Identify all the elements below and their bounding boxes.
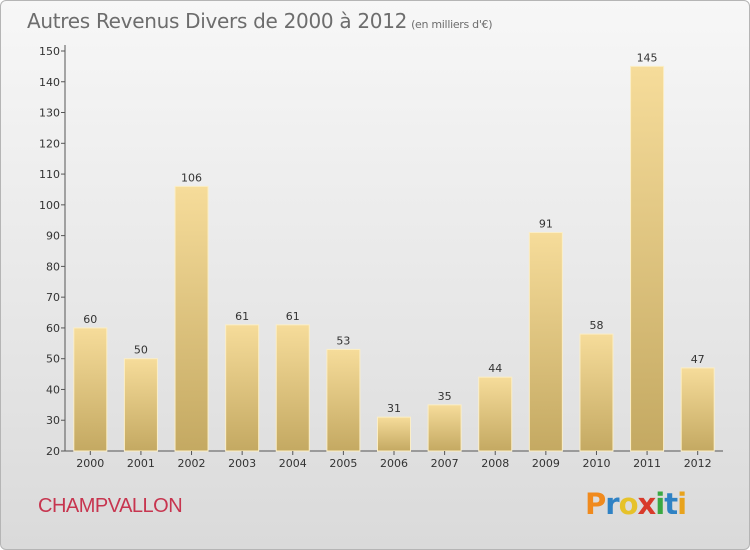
x-tick-label: 2009	[532, 457, 560, 470]
bar-value-label: 35	[438, 390, 452, 403]
proxiti-logo: Proxiti	[585, 487, 687, 521]
x-tick-label: 2011	[633, 457, 661, 470]
x-tick-label: 2010	[582, 457, 610, 470]
bar-value-label: 60	[83, 313, 97, 326]
logo-letter: i	[655, 487, 665, 521]
bar-value-label: 91	[539, 218, 553, 231]
bar-value-label: 31	[387, 402, 401, 415]
commune-name: CHAMPVALLON	[38, 495, 183, 517]
logo-letter: x	[637, 487, 657, 521]
x-tick-label: 2000	[76, 457, 104, 470]
bar	[174, 185, 209, 452]
bar	[630, 65, 665, 452]
y-tick-label: 80	[46, 260, 60, 273]
bar-value-label: 145	[637, 51, 658, 64]
y-tick-label: 20	[46, 445, 60, 458]
x-tick-label: 2008	[481, 457, 509, 470]
chart-title: Autres Revenus Divers de 2000 à 2012 (en …	[27, 9, 493, 33]
logo-letter: o	[618, 487, 639, 521]
bar	[427, 404, 462, 452]
bar	[275, 324, 310, 452]
x-tick-label: 2007	[431, 457, 459, 470]
bar	[225, 324, 260, 452]
logo-letter: P	[585, 487, 606, 521]
bar	[73, 327, 108, 452]
bar	[326, 348, 361, 452]
y-tick-label: 50	[46, 353, 60, 366]
bar	[579, 333, 614, 452]
bar-value-label: 106	[181, 171, 202, 184]
y-tick-label: 100	[39, 199, 60, 212]
x-tick-label: 2002	[178, 457, 206, 470]
bar-value-label: 47	[691, 353, 705, 366]
y-tick-label: 130	[39, 107, 60, 120]
bar	[123, 358, 158, 452]
y-tick-label: 30	[46, 414, 60, 427]
chart-title-text: Autres Revenus Divers de 2000 à 2012	[27, 9, 408, 33]
x-tick-label: 2003	[228, 457, 256, 470]
x-tick-label: 2012	[684, 457, 712, 470]
bar	[680, 367, 715, 452]
bar-value-label: 44	[488, 362, 502, 375]
y-tick-label: 40	[46, 383, 60, 396]
y-tick-label: 140	[39, 76, 60, 89]
bar-value-label: 50	[134, 344, 148, 357]
logo-letter: r	[605, 487, 619, 521]
bar	[478, 376, 513, 452]
y-tick-label: 60	[46, 322, 60, 335]
bar-value-label: 61	[235, 310, 249, 323]
bar	[377, 416, 411, 452]
chart-subtitle: (en milliers d'€)	[411, 18, 493, 31]
logo-letter: i	[677, 487, 687, 521]
bar-value-label: 58	[589, 319, 603, 332]
x-tick-label: 2006	[380, 457, 408, 470]
bar-value-label: 61	[286, 310, 300, 323]
x-tick-label: 2004	[279, 457, 307, 470]
y-tick-label: 120	[39, 137, 60, 150]
logo-letter: t	[664, 487, 678, 521]
y-tick-label: 70	[46, 291, 60, 304]
y-tick-label: 110	[39, 168, 60, 181]
y-tick-label: 150	[39, 45, 60, 58]
x-tick-label: 2001	[127, 457, 155, 470]
x-tick-label: 2005	[329, 457, 357, 470]
bar	[528, 232, 563, 452]
bar-value-label: 53	[336, 334, 350, 347]
y-tick-label: 90	[46, 230, 60, 243]
